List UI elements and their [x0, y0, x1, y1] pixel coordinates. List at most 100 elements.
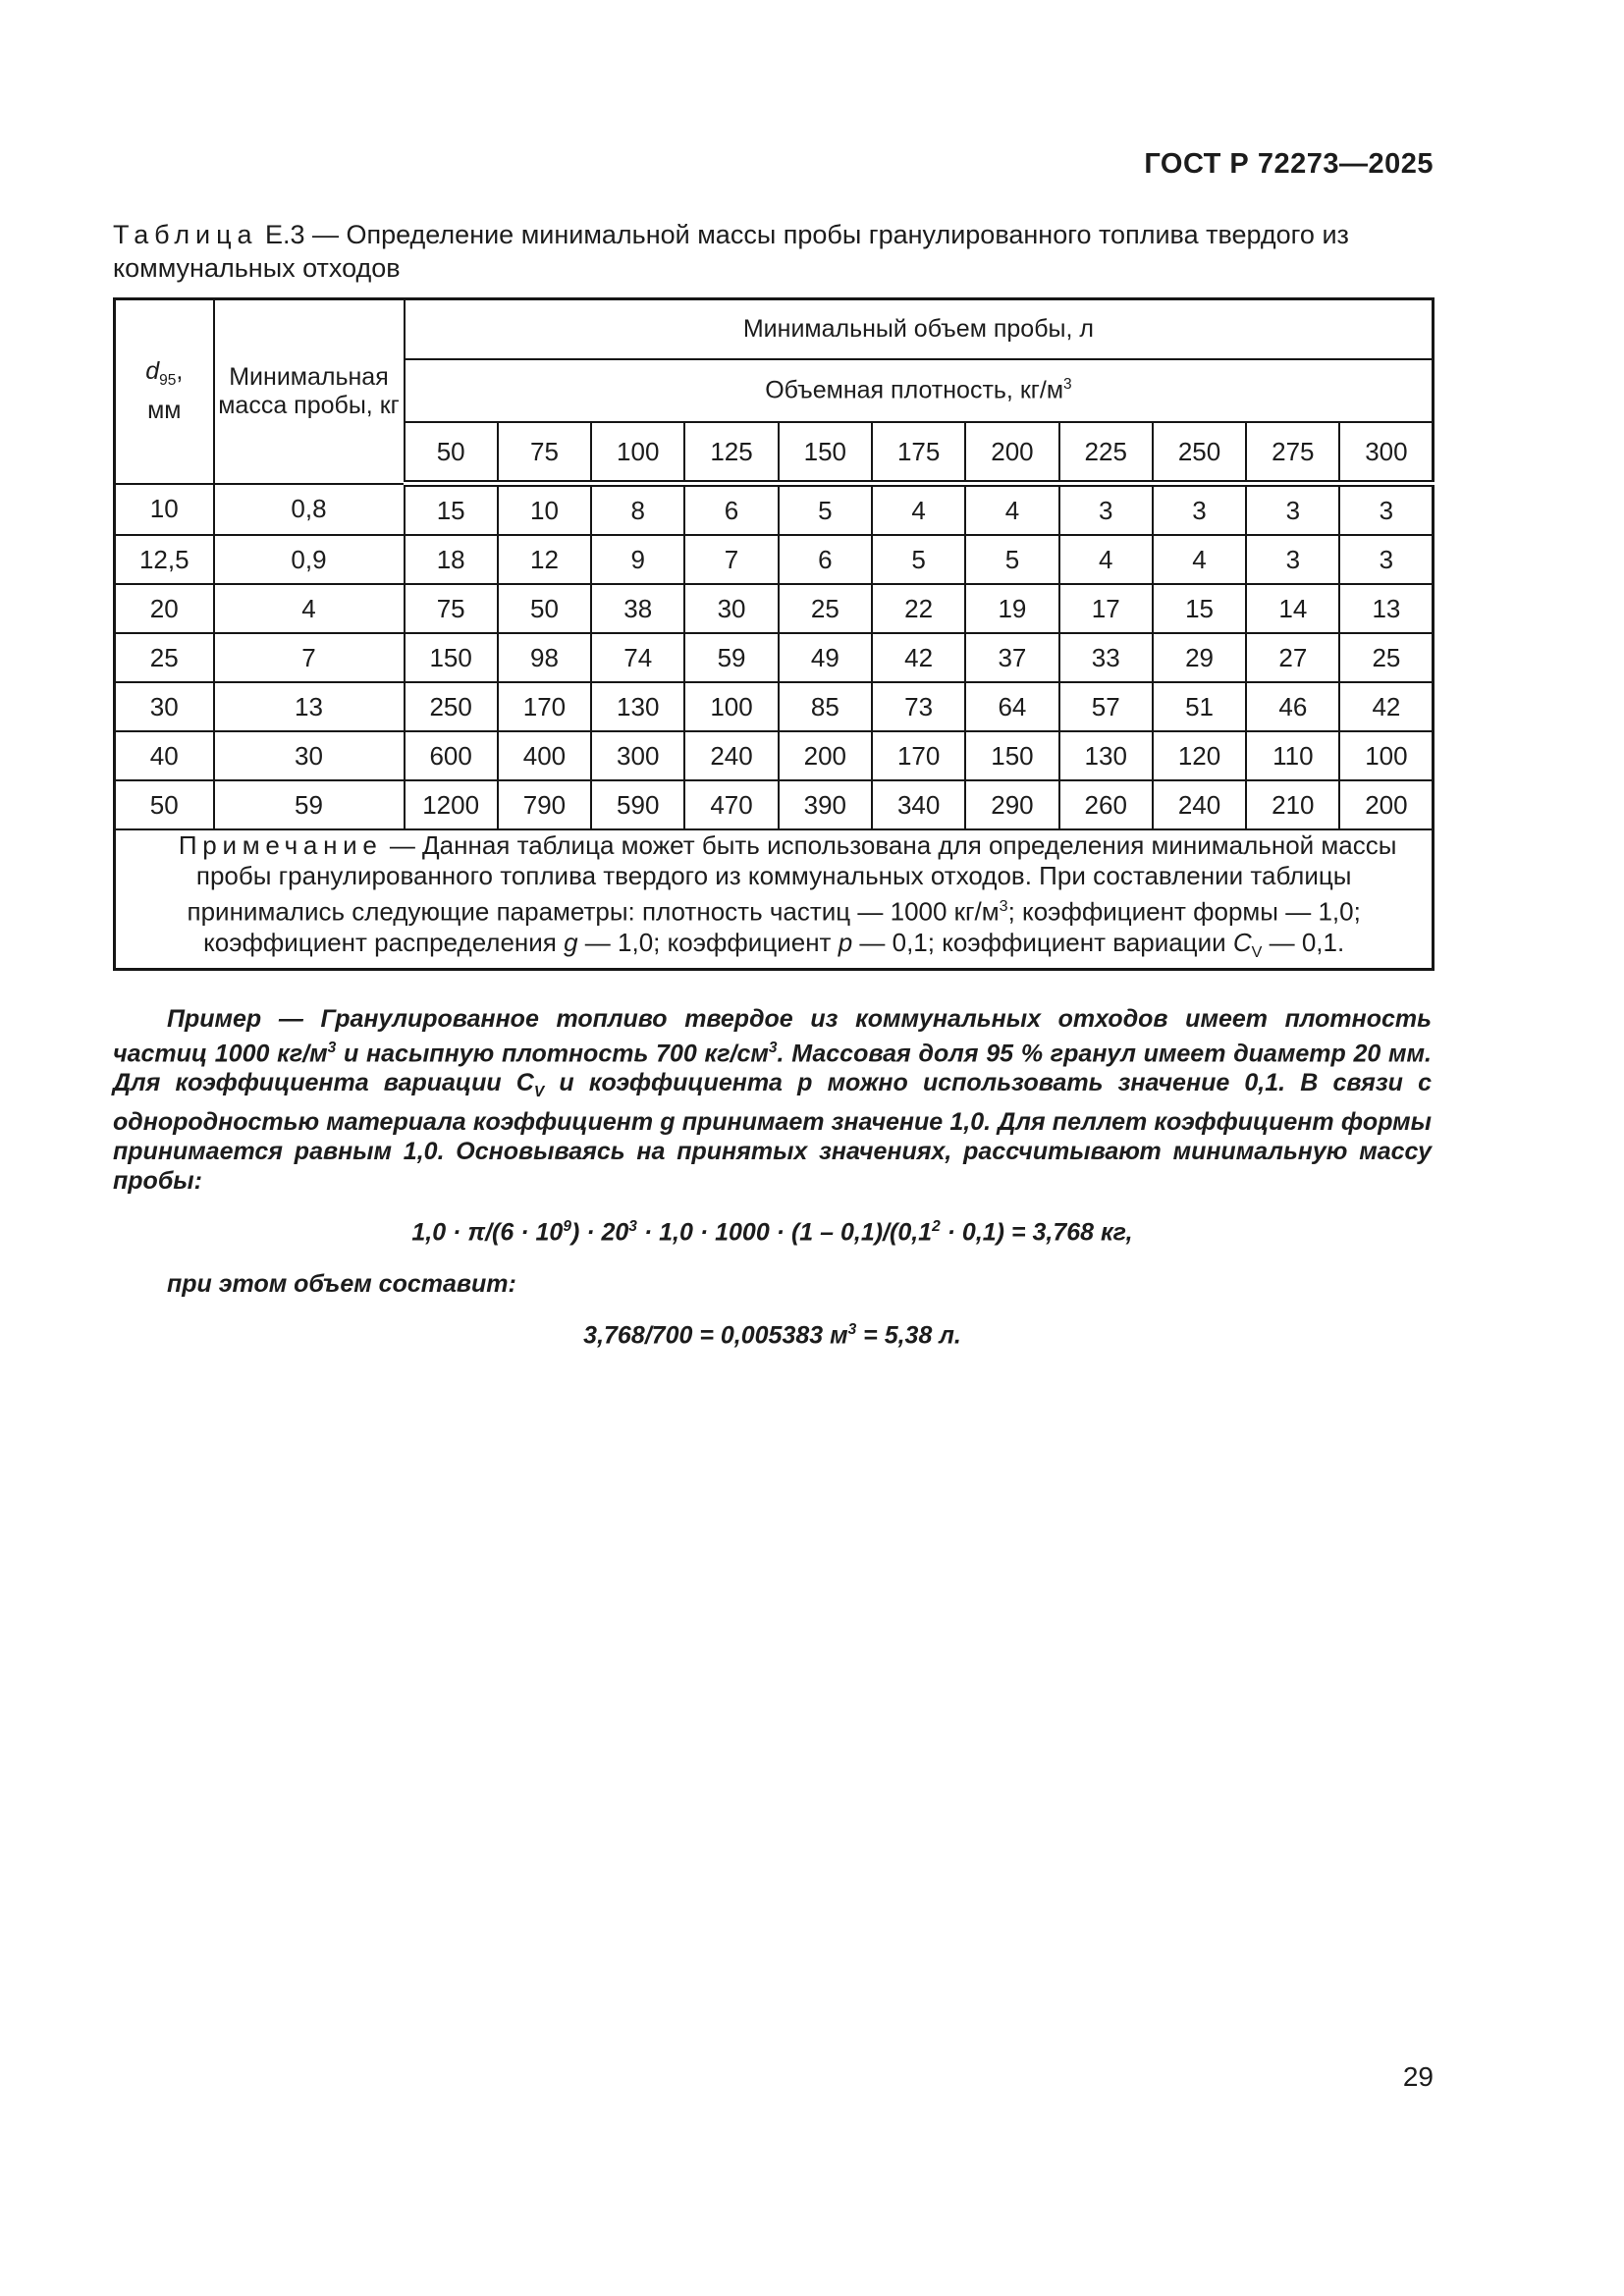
cell-min-volume: 57	[1057, 681, 1154, 732]
cell-min-volume: 25	[1338, 632, 1435, 683]
table-caption-label: Таблица	[113, 220, 258, 249]
density-col-header: 50	[403, 421, 499, 487]
cell-min-volume: 400	[496, 730, 593, 781]
header-cell-min-mass: Минимальная масса пробы, кг	[212, 297, 406, 485]
cell-min-volume: 150	[964, 730, 1060, 781]
cell-min-volume: 130	[1057, 730, 1154, 781]
formula-mass-exp-2: 3	[628, 1218, 637, 1236]
cell-min-volume: 200	[1338, 779, 1435, 830]
formula-volume: 3,768/700 = 0,005383 м3 = 5,38 л.	[113, 1315, 1432, 1350]
standard-designation: ГОСТ Р 72273—2025	[1144, 148, 1434, 180]
cell-min-volume: 15	[403, 482, 499, 536]
cell-min-volume: 27	[1245, 632, 1341, 683]
cell-min-volume: 5	[777, 482, 873, 536]
formula-mass: 1,0 · π/(6 · 109) · 203 · 1,0 · 1000 · (…	[113, 1212, 1432, 1247]
table-e3: d95, мм Минимальная масса пробы, кг Миним…	[113, 297, 1435, 971]
d-subscript: 95	[159, 372, 177, 390]
note-text-2: ; коэффициент формы — 1,0; коэффициент р…	[203, 896, 1361, 957]
table-note: Примечание — Данная таблица может быть и…	[113, 828, 1435, 971]
cell-min-volume: 590	[590, 779, 686, 830]
cell-min-volume: 300	[590, 730, 686, 781]
cell-min-volume: 5	[964, 534, 1060, 585]
cell-min-volume: 4	[1057, 534, 1154, 585]
header-cell-min-volume: Минимальный объем пробы, л	[403, 297, 1435, 360]
cell-min-mass: 0,9	[212, 534, 406, 585]
cell-min-mass: 0,8	[212, 482, 406, 536]
cell-min-volume: 3	[1151, 482, 1248, 536]
cell-min-volume: 100	[683, 681, 780, 732]
table-row: 20 4 75 50 38 30 25 22 19 17 15 14 13	[113, 583, 1435, 634]
cell-min-volume: 29	[1151, 632, 1248, 683]
cell-min-mass: 7	[212, 632, 406, 683]
cell-min-volume: 390	[777, 779, 873, 830]
header-row-2: Объемная плотность, кг/м3	[115, 358, 1435, 423]
cell-min-volume: 290	[964, 779, 1060, 830]
formula-volume-1: 3,768/700 = 0,005383 м	[583, 1320, 848, 1349]
cell-min-volume: 51	[1151, 681, 1248, 732]
cell-min-volume: 790	[496, 779, 593, 830]
cell-min-volume: 10	[496, 482, 593, 536]
density-col-header: 175	[870, 421, 967, 487]
example-text-1: Пример — Гранулированное топливо твердое…	[113, 1004, 1432, 1068]
example-text-3: . Массовая доля 95 % гранул имеет диамет…	[113, 1040, 1432, 1097]
formula-mass-2: ) · 20	[570, 1218, 629, 1247]
density-col-header: 150	[777, 421, 873, 487]
cell-min-volume: 49	[777, 632, 873, 683]
page-content: ГОСТ Р 72273—2025 Таблица Е.3 — Определе…	[0, 147, 1624, 1350]
cell-min-volume: 17	[1057, 583, 1154, 634]
cell-min-volume: 3	[1245, 482, 1341, 536]
density-header-exponent: 3	[1063, 376, 1072, 394]
density-col-header: 125	[683, 421, 780, 487]
cell-min-volume: 100	[1338, 730, 1435, 781]
note-exponent-1: 3	[999, 897, 1008, 915]
density-col-header: 250	[1151, 421, 1248, 487]
note-text-1: — Данная таблица может быть использована…	[187, 830, 1397, 927]
formula-mass-3: · 1,0 · 1000 · (1 – 0,1)/(0,1	[636, 1218, 933, 1247]
note-label: Примечание	[178, 830, 383, 860]
cell-min-volume: 37	[964, 632, 1060, 683]
header-row-1: d95, мм Минимальная масса пробы, кг Миним…	[113, 297, 1435, 485]
density-col-header: 225	[1057, 421, 1154, 487]
d-comma: ,	[176, 357, 184, 386]
cell-min-volume: 3	[1338, 482, 1435, 536]
note-text-3: — 1,0; коэффициент	[577, 927, 839, 957]
cell-min-volume: 12	[496, 534, 593, 585]
cell-min-mass: 59	[212, 779, 406, 830]
page-number: 29	[1402, 2061, 1434, 2092]
example-text-2: и насыпную плотность 700 кг/см	[336, 1040, 769, 1068]
cell-min-volume: 250	[403, 681, 499, 732]
cell-min-volume: 59	[683, 632, 780, 683]
formula-mass-4: · 0,1) = 3,768 кг,	[940, 1218, 1133, 1247]
cell-min-volume: 18	[403, 534, 499, 585]
cell-min-volume: 3	[1338, 534, 1435, 585]
cell-min-volume: 170	[870, 730, 967, 781]
table-caption-text: Е.3 — Определение минимальной массы проб…	[113, 220, 1349, 283]
cell-min-volume: 6	[777, 534, 873, 585]
cell-min-volume: 210	[1245, 779, 1341, 830]
cell-min-volume: 98	[496, 632, 593, 683]
cell-d95: 12,5	[113, 534, 215, 585]
cell-min-volume: 3	[1245, 534, 1341, 585]
cell-min-volume: 110	[1245, 730, 1341, 781]
cell-min-volume: 50	[496, 583, 593, 634]
cell-min-volume: 170	[496, 681, 593, 732]
note-symbol-g: g	[564, 927, 578, 957]
cell-min-volume: 46	[1245, 681, 1341, 732]
table-row: 30 13 250 170 130 100 85 73 64 57 51 46 42	[113, 681, 1435, 732]
d-symbol: d	[145, 357, 160, 386]
cell-min-mass: 30	[212, 730, 406, 781]
cell-min-volume: 340	[870, 779, 967, 830]
cell-min-volume: 30	[683, 583, 780, 634]
cell-min-volume: 4	[964, 482, 1060, 536]
density-col-header: 200	[964, 421, 1060, 487]
example-paragraph: Пример — Гранулированное топливо твердое…	[113, 1004, 1432, 1196]
cell-d95: 30	[113, 681, 215, 732]
cell-min-volume: 3	[1057, 482, 1154, 536]
volume-intro: при этом объем составит:	[167, 1269, 516, 1298]
formula-mass-1: 1,0 · π/(6 · 10	[411, 1218, 564, 1247]
cell-min-volume: 22	[870, 583, 967, 634]
density-header-text: Объемная плотность, кг/м	[765, 376, 1064, 404]
table-row: 40 30 600 400 300 240 200 170 150 130 120 110 100	[113, 730, 1435, 781]
cell-min-volume: 42	[870, 632, 967, 683]
